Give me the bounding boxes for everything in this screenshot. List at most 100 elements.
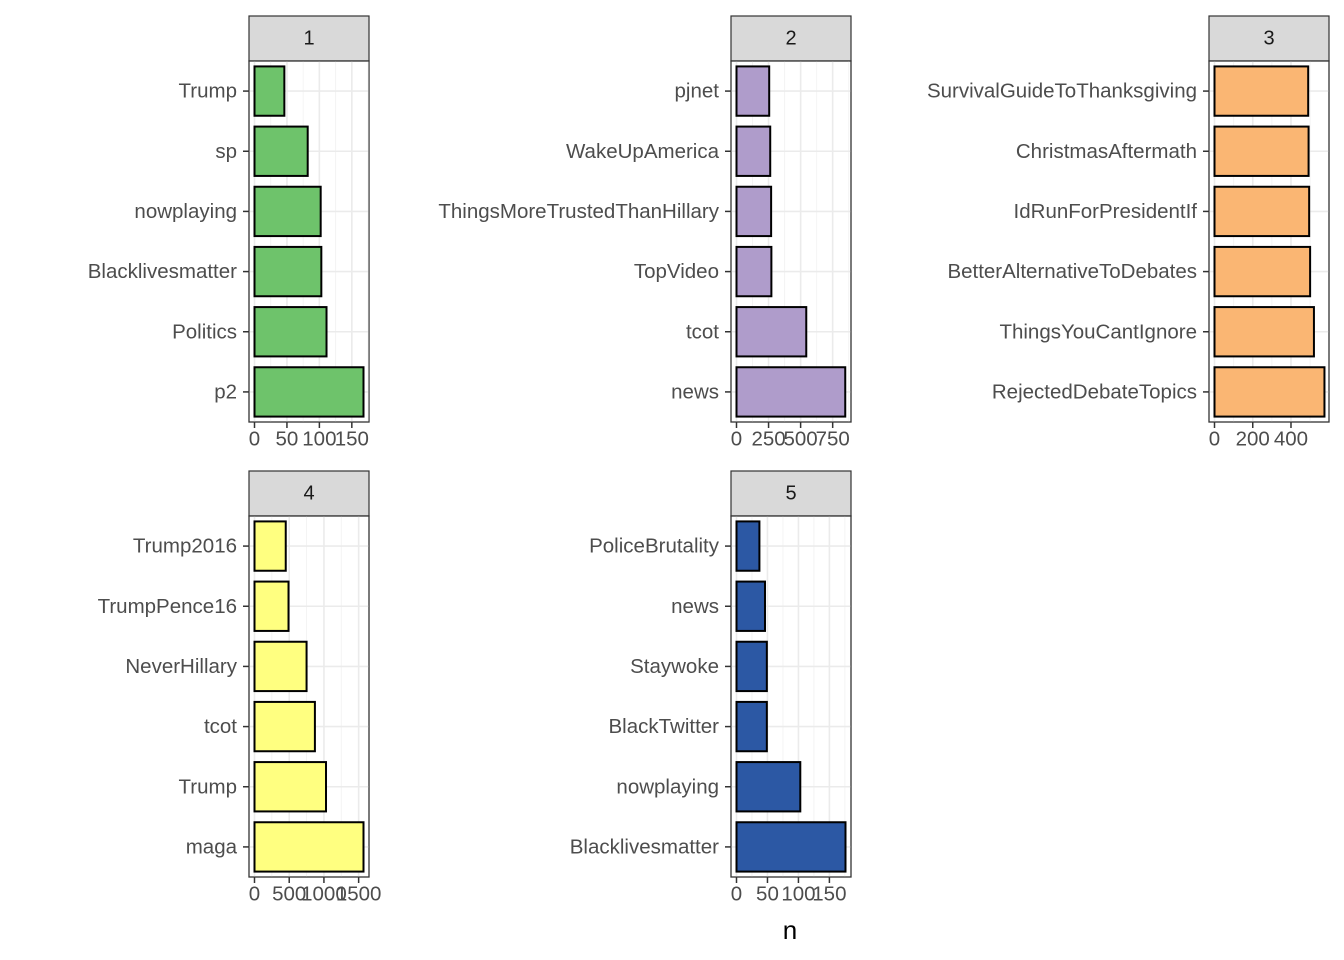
facet-strip-label: 5 — [785, 483, 796, 505]
category-label: sp — [215, 140, 237, 163]
bar-NeverHillary — [253, 640, 308, 693]
category-label: ChristmasAftermath — [1016, 140, 1197, 163]
category-label: ThingsMoreTrustedThanHillary — [438, 200, 719, 223]
x-tick-label: 200 — [1236, 427, 1270, 450]
x-tick-label: 100 — [781, 882, 815, 905]
x-tick-label: 0 — [1209, 427, 1220, 450]
facet-strip — [730, 15, 852, 62]
x-tick-label: 750 — [816, 427, 850, 450]
category-label: Blacklivesmatter — [570, 835, 719, 858]
panel-background — [730, 515, 852, 878]
x-tick-label: 0 — [249, 882, 260, 905]
facet-strip — [248, 470, 370, 517]
x-axis-title: n — [783, 915, 797, 945]
bar-PoliceBrutality — [735, 520, 761, 572]
x-tick-label: 1000 — [301, 882, 347, 905]
bar-BlackTwitter — [735, 700, 768, 753]
bar-nowplaying — [253, 185, 322, 238]
bar-ThingsMoreTrustedThanHillary — [735, 185, 773, 238]
category-label: Trump — [179, 80, 237, 103]
bar-TopVideo — [735, 245, 773, 298]
bar-Blacklivesmatter — [253, 245, 323, 298]
bar-Staywoke — [735, 640, 768, 693]
bar-p2 — [253, 366, 365, 418]
category-label: maga — [186, 835, 238, 858]
category-label: IdRunForPresidentIf — [1014, 200, 1198, 223]
bar-Trump2016 — [253, 520, 287, 572]
x-tick-label: 50 — [276, 427, 299, 450]
panel-background — [730, 60, 852, 423]
facet-strip — [730, 470, 852, 517]
bar-TrumpPence16 — [253, 580, 290, 632]
x-tick-label: 1500 — [336, 882, 382, 905]
category-label: BetterAlternativeToDebates — [947, 260, 1197, 283]
x-tick-label: 150 — [812, 882, 846, 905]
category-label: pjnet — [675, 80, 720, 103]
facet-panels: 1 Trump sp nowplaying Blacklivesmatter Politi… — [88, 15, 1330, 905]
panel-background — [248, 60, 370, 423]
facet-strip — [1208, 15, 1330, 62]
panel-background — [1208, 60, 1330, 423]
bar-WakeUpAmerica — [735, 125, 772, 177]
category-label: news — [671, 595, 719, 618]
category-label: SurvivalGuideToThanksgiving — [927, 80, 1197, 103]
panel-background — [248, 515, 370, 878]
bar-ThingsYouCantIgnore — [1213, 306, 1315, 358]
x-tick-label: 0 — [731, 882, 742, 905]
facet-strip-label: 4 — [303, 483, 314, 505]
bar-maga — [253, 821, 365, 873]
category-label: ThingsYouCantIgnore — [999, 320, 1197, 343]
facet-panel-3: 3 SurvivalGuideToThanksgiving ChristmasAft… — [927, 15, 1330, 450]
bar-IdRunForPresidentIf — [1213, 185, 1311, 238]
category-label: Blacklivesmatter — [88, 260, 237, 283]
x-tick-label: 150 — [335, 427, 369, 450]
category-label: Trump2016 — [133, 535, 237, 558]
bar-SurvivalGuideToThanksgiving — [1213, 65, 1310, 117]
bar-RejectedDebateTopics — [1213, 366, 1326, 418]
category-label: WakeUpAmerica — [566, 140, 720, 163]
x-tick-label: 250 — [751, 427, 785, 450]
facet-strip-label: 2 — [785, 28, 796, 50]
category-label: RejectedDebateTopics — [992, 380, 1197, 403]
category-label: tcot — [204, 715, 237, 738]
bar-pjnet — [735, 65, 771, 117]
category-label: nowplaying — [134, 200, 237, 223]
bar-news — [735, 580, 766, 632]
category-label: nowplaying — [616, 775, 719, 798]
facet-strip-label: 3 — [1263, 28, 1274, 50]
bar-tcot — [735, 306, 808, 358]
category-label: BlackTwitter — [609, 715, 720, 738]
facet-panel-1: 1 Trump sp nowplaying Blacklivesmatter Politi… — [88, 15, 370, 450]
category-label: TopVideo — [634, 260, 719, 283]
bar-news — [735, 366, 847, 418]
facet-panel-5: 5 PoliceBrutality news Staywoke BlackTwitter… — [570, 470, 852, 905]
x-tick-label: 0 — [249, 427, 260, 450]
bar-tcot — [253, 700, 316, 753]
category-label: NeverHillary — [125, 655, 237, 678]
x-tick-label: 400 — [1274, 427, 1308, 450]
x-tick-label: 100 — [302, 427, 336, 450]
bar-Blacklivesmatter — [735, 821, 847, 873]
facet-strip — [248, 15, 370, 62]
facet-strip-label: 1 — [303, 28, 314, 50]
category-label: news — [671, 380, 719, 403]
x-tick-label: 0 — [731, 427, 742, 450]
x-tick-label: 500 — [272, 882, 306, 905]
category-label: Trump — [179, 775, 237, 798]
bar-Trump — [253, 65, 286, 117]
facet-panel-2: 2 pjnet WakeUpAmerica ThingsMoreTrustedThan… — [438, 15, 852, 450]
facet-panel-4: 4 Trump2016 TrumpPence16 NeverHillary tcot Tr… — [98, 470, 382, 905]
bar-Trump — [253, 761, 328, 813]
bar-nowplaying — [735, 761, 802, 813]
bar-BetterAlternativeToDebates — [1213, 245, 1312, 298]
bar-sp — [253, 125, 309, 177]
bar-ChristmasAftermath — [1213, 125, 1310, 177]
category-label: TrumpPence16 — [98, 595, 237, 618]
category-label: Staywoke — [630, 655, 719, 678]
category-label: p2 — [214, 380, 237, 403]
category-label: tcot — [686, 320, 719, 343]
bar-Politics — [253, 306, 328, 358]
x-tick-label: 500 — [784, 427, 818, 450]
category-label: PoliceBrutality — [589, 535, 720, 558]
